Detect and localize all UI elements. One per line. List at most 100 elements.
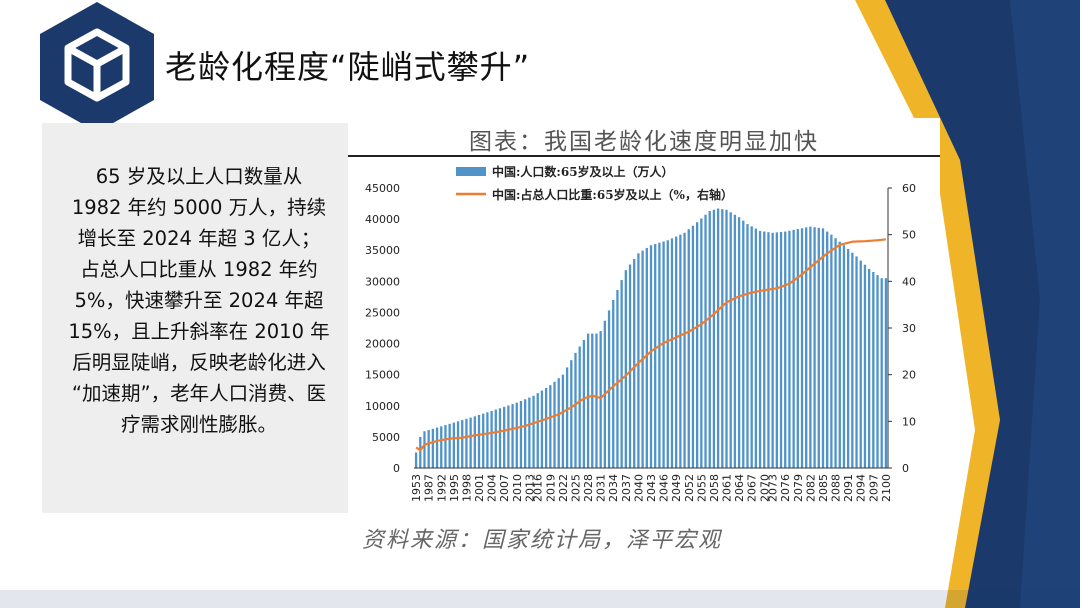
y-right-tick-label: 10: [902, 415, 916, 428]
bar: [519, 400, 523, 468]
bar: [565, 367, 569, 468]
bar: [469, 417, 472, 468]
bar: [440, 426, 443, 468]
x-tick-label: 2043: [645, 474, 658, 502]
x-tick-label: 2031: [595, 474, 608, 502]
x-tick-label: 2067: [746, 474, 759, 502]
bar: [658, 242, 661, 468]
aging-chart: 中国:人口数:65岁及以上（万人） 中国:占总人口比重:65岁及以上（%，右轴） 0…: [348, 155, 940, 502]
x-tick-label: 1953: [410, 474, 423, 502]
x-tick-label: 1998: [460, 474, 473, 502]
bar: [800, 228, 804, 468]
x-tick-label: 1987: [423, 474, 436, 502]
x-tick-label: 2010: [511, 474, 524, 502]
y-right-tick-label: 40: [902, 275, 916, 288]
bar: [855, 256, 858, 468]
ratio-line: [415, 238, 887, 452]
y-right-tick-label: 50: [902, 229, 916, 242]
x-tick-label: 2088: [830, 474, 843, 502]
bar: [758, 230, 762, 468]
bar: [465, 418, 468, 468]
bar: [532, 395, 535, 468]
x-tick-label: 1995: [448, 474, 461, 502]
bar: [461, 420, 464, 468]
bar: [842, 245, 846, 468]
bar: [737, 217, 741, 468]
x-tick-label: 2025: [569, 474, 582, 502]
bar: [586, 333, 590, 468]
y-left-tick-label: 5000: [372, 431, 400, 444]
bar: [570, 360, 573, 468]
x-tick-label: 2070: [758, 474, 771, 502]
navy-panel-shade: [1010, 0, 1080, 608]
y-left-tick-label: 35000: [365, 244, 400, 257]
bar: [578, 346, 581, 468]
bar: [662, 241, 665, 468]
x-tick-label: 2094: [855, 474, 868, 502]
bar: [557, 378, 560, 468]
bar: [477, 415, 481, 468]
bar: [540, 390, 544, 468]
bottom-bar: [0, 590, 1080, 608]
bar: [746, 224, 749, 468]
bar: [645, 247, 648, 468]
bar: [884, 278, 888, 468]
x-tick-label: 2061: [721, 474, 734, 502]
bar: [553, 381, 556, 468]
bar: [444, 425, 447, 468]
bar: [880, 278, 883, 468]
x-tick-label: 2073: [767, 474, 780, 502]
bar: [817, 227, 820, 468]
y-right-tick-label: 60: [902, 182, 916, 195]
slide-title: 老龄化程度“陡峭式攀升”: [165, 48, 531, 86]
bar: [549, 385, 552, 468]
x-tick-label: 2028: [582, 474, 595, 502]
bar: [511, 404, 514, 468]
bar: [708, 211, 711, 468]
cube-icon: [64, 28, 130, 102]
x-tick-label: 2016: [532, 474, 545, 502]
bar: [821, 228, 825, 468]
bar: [679, 234, 682, 468]
bar: [637, 253, 640, 468]
x-tick-label: 2022: [557, 474, 570, 502]
bar: [876, 275, 879, 468]
bar: [591, 333, 594, 468]
logo: [40, 2, 154, 132]
x-tick-label: 2001: [473, 474, 486, 502]
bar: [838, 241, 841, 468]
y-right-tick-label: 20: [902, 369, 916, 382]
x-tick-label: 2055: [695, 474, 708, 502]
bar: [427, 430, 430, 468]
bar: [683, 232, 686, 468]
bar: [754, 228, 758, 468]
bar: [490, 410, 493, 468]
bar: [649, 245, 653, 468]
bar: [767, 232, 770, 468]
y-right-tick-label: 30: [902, 322, 916, 335]
bar: [813, 227, 816, 468]
x-tick-label: 2049: [670, 474, 683, 502]
y-left-tick-label: 15000: [365, 369, 400, 382]
bar: [628, 264, 632, 468]
bar: [742, 220, 745, 468]
x-tick-label: 2052: [683, 474, 696, 502]
bar: [494, 409, 497, 468]
bar: [414, 452, 418, 468]
x-tick-label: 2097: [867, 474, 880, 502]
bar: [775, 232, 778, 468]
bar: [712, 209, 716, 468]
chart-title: 图表：我国老龄化速度明显加快: [469, 129, 819, 155]
x-tick-label: 2034: [607, 474, 620, 502]
bar: [448, 423, 451, 468]
y-left-tick-label: 30000: [365, 275, 400, 288]
bar: [792, 229, 795, 468]
bar: [419, 436, 422, 468]
bar: [805, 227, 808, 468]
bar: [872, 272, 875, 468]
x-tick-label: 1992: [435, 474, 448, 502]
x-tick-label: 2019: [544, 474, 557, 502]
x-tick-label: 2085: [817, 474, 830, 502]
bar: [612, 300, 615, 468]
